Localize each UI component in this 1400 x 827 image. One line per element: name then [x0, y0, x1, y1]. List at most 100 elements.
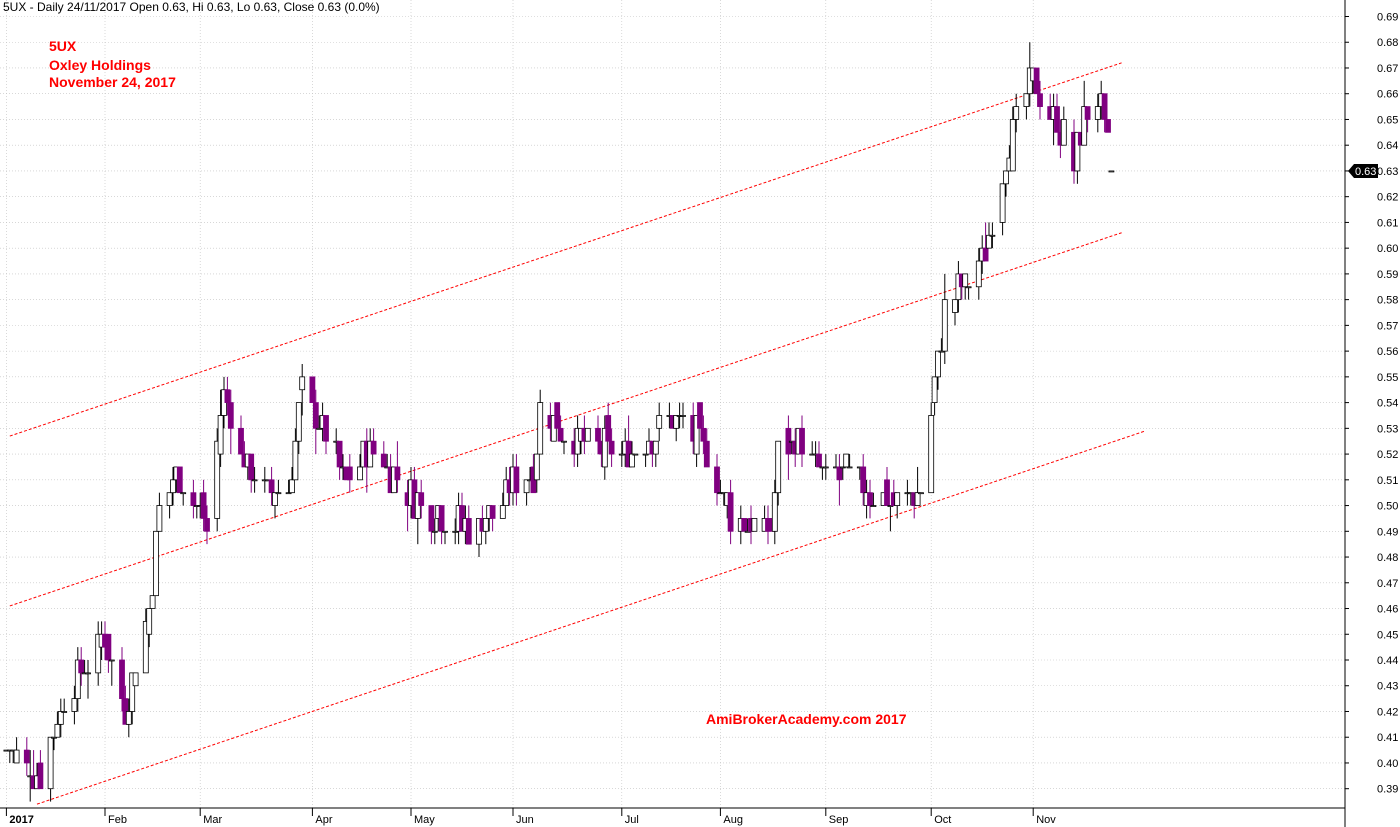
x-tick-label: Mar [203, 814, 222, 826]
candle-down [1037, 93, 1043, 107]
candle-up [1060, 119, 1067, 146]
y-tick-label: 0.51 [1377, 475, 1398, 487]
candle-up [180, 492, 187, 495]
candle-down [176, 466, 183, 494]
y-tick-label: 0.47 [1377, 578, 1398, 590]
candle-up [71, 698, 78, 712]
candle-up [537, 402, 544, 455]
y-tick-label: 0.48 [1377, 552, 1398, 564]
candle-up [132, 672, 139, 687]
x-tick-label: Aug [723, 814, 743, 826]
candle-up [1003, 170, 1009, 185]
candle-down [227, 402, 234, 429]
candle-up [57, 711, 64, 725]
candle-up [146, 608, 153, 635]
candle-up [839, 466, 846, 469]
candle-down [697, 402, 703, 429]
candle-up [275, 492, 282, 495]
candle-up [914, 492, 921, 506]
candle-up [561, 440, 567, 443]
y-tick-label: 0.55 [1377, 372, 1398, 384]
candle-down [741, 518, 748, 532]
candle-down [727, 492, 734, 532]
candle-up [887, 505, 894, 507]
y-tick-label: 0.40 [1377, 758, 1398, 770]
y-tick-label: 0.67 [1377, 63, 1398, 75]
y-tick-label: 0.53 [1377, 423, 1398, 435]
candle-up [299, 376, 306, 391]
candle-down [394, 466, 401, 481]
candle-up [656, 415, 663, 429]
candle-up [618, 453, 625, 456]
candle-down [204, 518, 210, 532]
candle-down [465, 518, 472, 545]
candle-up [986, 234, 992, 249]
y-tick-label: 0.41 [1377, 732, 1398, 744]
candle-down [105, 633, 112, 661]
y-tick-label: 0.65 [1377, 114, 1398, 126]
candle-up [673, 415, 680, 429]
candle-down [346, 466, 353, 481]
candle-down [605, 415, 612, 442]
candle-up [149, 595, 156, 609]
candle-up [272, 492, 278, 506]
candle-down [1084, 106, 1091, 120]
y-tick-label: 0.63 [1377, 166, 1398, 178]
channel-lines [9, 62, 1146, 805]
candle-down [309, 376, 316, 403]
candle-up [680, 415, 686, 417]
candle-down [200, 492, 207, 519]
candle-up [316, 427, 323, 430]
candle-down [248, 453, 255, 481]
candle-up [918, 492, 924, 495]
y-tick-label: 0.54 [1377, 398, 1398, 410]
channel-line [9, 232, 1122, 607]
candle-down [608, 440, 615, 455]
candle-down [860, 466, 867, 494]
candle-down [78, 659, 85, 674]
candle-up [499, 505, 506, 519]
y-tick-label: 0.64 [1377, 140, 1398, 152]
candle-up [1081, 106, 1088, 146]
candle-down [380, 453, 387, 468]
title-symbol: 5UX [49, 38, 77, 54]
candle-down [700, 427, 707, 442]
candle-up [928, 415, 935, 494]
candle-down [982, 247, 989, 262]
candle-up [292, 440, 299, 481]
candle-up [870, 505, 877, 507]
y-tick-label: 0.56 [1377, 346, 1398, 358]
candle-up [642, 453, 649, 456]
candle-up [442, 530, 448, 533]
candle-down [489, 505, 496, 519]
candle-up [452, 530, 459, 533]
candle-up [632, 453, 639, 456]
candle-up [74, 659, 81, 700]
candle-down [37, 762, 44, 790]
candle-down [836, 466, 843, 481]
candle-up [85, 672, 91, 675]
candle-up [357, 466, 363, 481]
candle-up [142, 620, 149, 674]
x-tick-label: Feb [108, 814, 127, 826]
candle-down [799, 427, 805, 455]
candle-down [418, 492, 425, 506]
candle-down [1054, 106, 1060, 133]
candle-up [941, 299, 948, 352]
candle-down [428, 505, 435, 532]
x-tick-label: Sep [829, 814, 849, 826]
candle-up [965, 286, 972, 289]
candle-up [843, 453, 850, 468]
x-tick-label: Jun [516, 814, 534, 826]
x-tick-label: Jul [625, 814, 639, 826]
candle-down [884, 479, 890, 506]
candle-up [629, 453, 635, 468]
candle-up [285, 492, 292, 495]
y-tick-label: 0.50 [1377, 501, 1398, 513]
candle-down [1101, 93, 1108, 120]
y-tick-label: 0.69 [1377, 12, 1398, 24]
candle-down [23, 749, 30, 764]
candle-down [714, 466, 720, 494]
candle-down [336, 440, 343, 468]
